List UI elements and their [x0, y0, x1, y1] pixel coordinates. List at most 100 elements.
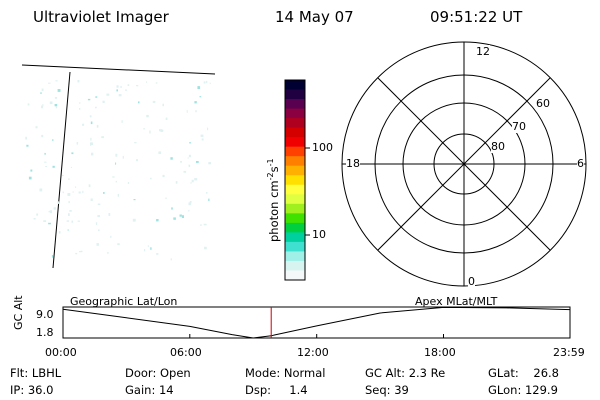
orbit-x-tick-0000: 00:00 — [45, 346, 77, 359]
uv-speckle — [77, 220, 80, 222]
uv-speckle — [48, 222, 51, 225]
uv-speckle — [53, 207, 56, 210]
uv-speckle — [173, 217, 176, 220]
uv-speckle — [152, 100, 156, 103]
uv-speckle — [82, 190, 84, 194]
uv-speckle — [96, 124, 99, 128]
uv-speckle — [49, 101, 53, 105]
uv-speckle — [26, 144, 29, 147]
uv-speckle — [136, 85, 139, 87]
status-glon: GLon: 129.9 — [488, 383, 558, 397]
uv-speckle — [127, 182, 130, 184]
mlat-label-80: 80 — [491, 140, 505, 153]
colorbar-band — [285, 156, 305, 167]
uv-speckle — [79, 102, 81, 104]
uv-speckle — [156, 253, 159, 255]
uv-speckle — [133, 199, 136, 201]
orbit-y-tick-1.8: 1.8 — [36, 326, 54, 339]
observation-time: 09:51:22 UT — [430, 8, 523, 26]
uv-speckle — [197, 86, 201, 89]
colorbar-band — [285, 108, 305, 119]
uv-speckle — [62, 191, 64, 194]
uv-speckle — [181, 215, 184, 218]
uv-speckle — [55, 80, 58, 82]
uv-speckle — [201, 138, 204, 141]
uv-speckle — [69, 210, 72, 212]
uv-speckle — [165, 197, 167, 199]
colorbar-tick-100: 100 — [312, 141, 333, 154]
status-filter: Flt: LBHL — [10, 366, 62, 380]
uv-speckle — [186, 110, 188, 113]
uv-speckle — [43, 220, 47, 222]
uv-speckle — [39, 188, 43, 192]
uv-speckle — [146, 114, 149, 118]
uv-speckle — [71, 220, 73, 223]
uv-speckle — [150, 177, 152, 180]
colorbar-band — [285, 241, 305, 252]
mlat-label-70: 70 — [512, 120, 526, 133]
uv-speckle — [208, 198, 210, 201]
uv-speckle — [188, 202, 191, 206]
colorbar-band — [285, 184, 305, 195]
colorbar-ticks — [305, 147, 310, 236]
uv-speckle — [97, 203, 101, 205]
uv-speckle — [127, 84, 130, 86]
colorbar-band — [285, 127, 305, 138]
uv-speckle — [117, 193, 119, 197]
uv-speckle — [115, 180, 117, 183]
uv-speckle — [188, 209, 190, 212]
uv-speckle — [76, 142, 79, 145]
uv-speckle — [194, 178, 198, 181]
uv-speckle — [87, 98, 91, 101]
uv-speckle — [90, 137, 92, 141]
uv-speckle — [136, 159, 138, 162]
uv-speckle — [90, 198, 93, 201]
uv-speckle — [91, 152, 94, 156]
orbit-left-label: Geographic Lat/Lon — [70, 295, 178, 308]
uv-speckle — [77, 80, 80, 83]
uv-speckle — [68, 178, 70, 180]
uv-speckle — [110, 235, 112, 238]
uv-speckle — [48, 82, 51, 84]
status-ip: IP: 36.0 — [10, 383, 54, 397]
colorbar-tick-10: 10 — [312, 228, 326, 241]
uv-emission-speckles — [25, 80, 211, 261]
uv-speckle — [52, 139, 54, 141]
image-top-boundary — [21, 64, 216, 75]
uv-speckle — [103, 192, 105, 194]
uv-speckle — [52, 165, 55, 168]
status-mode: Mode: Normal — [245, 366, 326, 380]
uv-speckle — [98, 229, 100, 232]
uv-speckle — [134, 142, 137, 144]
uv-speckle — [79, 108, 81, 110]
uv-speckle — [132, 218, 136, 222]
uv-speckle — [120, 86, 122, 88]
uv-speckle — [106, 93, 110, 96]
uv-speckle — [40, 92, 42, 94]
uv-speckle — [200, 224, 202, 226]
uv-speckle — [149, 130, 151, 134]
uv-speckle — [51, 255, 54, 258]
uv-speckle — [90, 121, 93, 125]
uv-speckle — [41, 88, 44, 91]
colorbar-band — [285, 80, 305, 91]
colorbar-band — [285, 175, 305, 186]
uv-speckle — [171, 207, 173, 210]
uv-speckle — [35, 126, 38, 129]
uv-speckle — [95, 106, 97, 109]
uv-speckle — [117, 243, 120, 246]
uv-speckle — [107, 252, 109, 254]
uv-speckle — [187, 157, 189, 159]
uv-speckle — [200, 134, 204, 137]
uv-speckle — [165, 117, 168, 120]
uv-speckle — [189, 142, 191, 144]
uv-speckle — [33, 218, 36, 220]
uv-speckle — [155, 82, 158, 84]
uv-speckle — [28, 176, 32, 180]
uv-speckle — [203, 81, 206, 84]
uv-speckle — [41, 105, 43, 109]
uv-speckle — [116, 85, 119, 88]
uv-speckle — [95, 96, 98, 98]
uv-speckle — [175, 181, 178, 184]
